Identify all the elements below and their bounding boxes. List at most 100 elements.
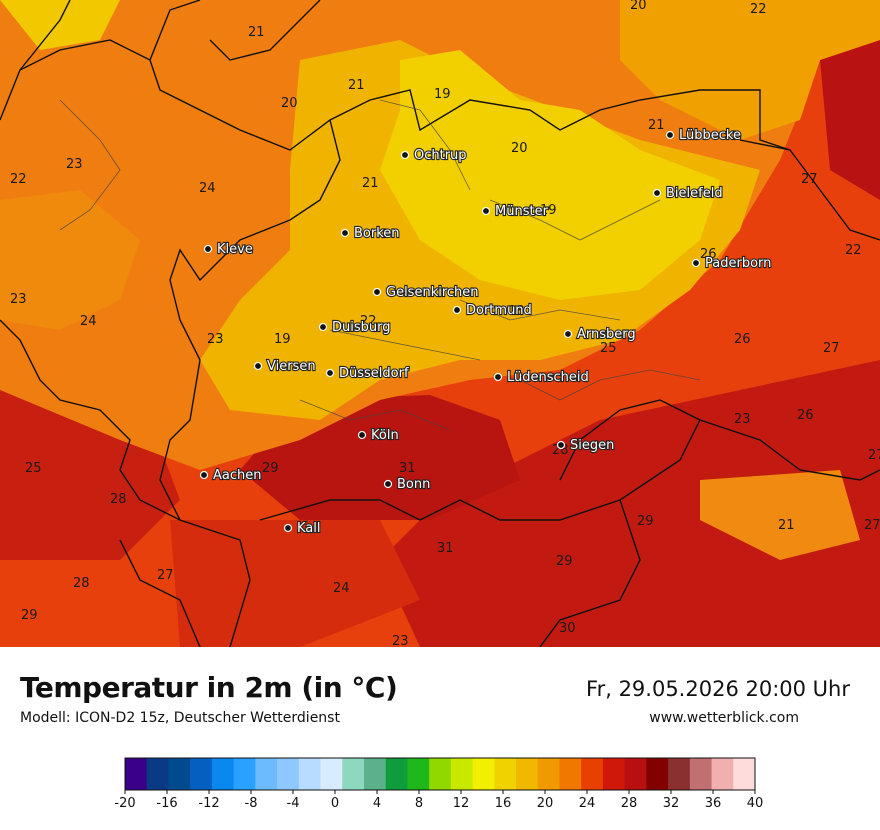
value-label: 23	[207, 332, 224, 347]
city-label: Duisburg	[332, 320, 391, 335]
value-label: 23	[392, 634, 409, 647]
value-label: 21	[248, 25, 265, 40]
map-canvas: 20 22 21 21 20 19 21 20 23 22 24 21 19 2…	[0, 0, 880, 647]
legend-tick-label: 8	[415, 796, 423, 811]
city-label: Arnsberg	[577, 327, 636, 342]
website-link[interactable]: www.wetterblick.com	[649, 710, 799, 726]
city-dortmund[interactable]: Dortmund	[452, 302, 533, 319]
city-duisburg[interactable]: Duisburg	[318, 319, 392, 336]
city-kleve[interactable]: Kleve	[203, 241, 254, 258]
city-label: Aachen	[213, 468, 261, 483]
legend-tick-label: 36	[705, 796, 722, 811]
legend-tick-label: -4	[287, 796, 300, 811]
legend-tick-label: 12	[453, 796, 470, 811]
value-label: 25	[25, 461, 42, 476]
city-aachen[interactable]: Aachen	[199, 467, 263, 484]
legend-swatch	[385, 758, 408, 790]
legend-tick-label: -20	[114, 796, 135, 811]
city-label: Düsseldorf	[339, 366, 409, 381]
city-label: Borken	[354, 226, 400, 241]
legend-tick-label: 4	[373, 796, 381, 811]
value-label: 26	[700, 247, 717, 262]
value-label: 27	[823, 341, 840, 356]
value-label: 21	[348, 78, 365, 93]
value-label: 24	[333, 581, 350, 596]
legend-swatch	[689, 758, 712, 790]
value-label: 21	[362, 176, 379, 191]
legend-swatch	[624, 758, 647, 790]
city-gelsenkirchen[interactable]: Gelsenkirchen	[372, 284, 480, 301]
city-label: Ochtrup	[414, 148, 467, 163]
city-duesseldorf[interactable]: Düsseldorf	[325, 365, 410, 382]
legend-swatches	[124, 757, 756, 791]
temp-zone-hot-south	[380, 360, 880, 647]
temp-zone-orange-west	[0, 190, 140, 330]
city-label: Lübbecke	[679, 128, 741, 143]
value-label: 31	[399, 461, 416, 476]
legend-swatch	[320, 758, 343, 790]
legend-tick-label: -8	[245, 796, 258, 811]
value-label: 22	[10, 172, 27, 187]
legend-swatch	[125, 758, 148, 790]
city-muenster[interactable]: Münster	[481, 203, 550, 220]
value-label: 22	[360, 314, 377, 329]
city-label: Köln	[371, 428, 399, 443]
city-label: Gelsenkirchen	[386, 285, 479, 300]
value-label: 27	[868, 448, 880, 463]
city-label: Lüdenscheid	[507, 370, 589, 385]
value-label: 19	[540, 203, 557, 218]
legend-swatch	[233, 758, 256, 790]
city-siegen[interactable]: Siegen	[556, 437, 615, 454]
legend-tick-label: -16	[156, 796, 177, 811]
legend-swatch	[255, 758, 278, 790]
legend-swatch	[472, 758, 495, 790]
city-arnsberg[interactable]: Arnsberg	[563, 326, 637, 343]
city-luedenscheid[interactable]: Lüdenscheid	[493, 369, 590, 386]
value-label: 31	[437, 541, 454, 556]
city-bonn[interactable]: Bonn	[383, 476, 431, 493]
city-label: Paderborn	[705, 256, 771, 271]
legend-swatch	[559, 758, 582, 790]
legend-swatch	[168, 758, 191, 790]
legend-swatch	[668, 758, 691, 790]
value-label: 21	[778, 518, 795, 533]
value-label: 18	[508, 304, 525, 319]
map-title: Temperatur in 2m (in °C)	[20, 671, 398, 704]
value-label: 20	[281, 96, 298, 111]
value-label: 29	[556, 554, 573, 569]
value-label: 20	[511, 141, 528, 156]
city-borken[interactable]: Borken	[340, 225, 401, 242]
legend-swatch	[733, 758, 756, 790]
value-label: 20	[630, 0, 647, 13]
value-label: 27	[801, 172, 818, 187]
legend-tick-label: 24	[579, 796, 596, 811]
city-paderborn[interactable]: Paderborn	[691, 255, 772, 272]
value-label: 29	[637, 514, 654, 529]
value-label: 28	[73, 576, 90, 591]
legend-swatch	[646, 758, 669, 790]
value-label: 22	[845, 243, 862, 258]
temp-zone-south-central	[170, 520, 420, 647]
temp-zone-orange-east	[700, 470, 860, 560]
city-bielefeld[interactable]: Bielefeld	[652, 185, 724, 202]
legend-swatch	[429, 758, 452, 790]
legend-swatch	[277, 758, 300, 790]
legend-tick-label: -12	[198, 796, 219, 811]
value-label: 19	[434, 87, 451, 102]
legend-swatch	[711, 758, 734, 790]
legend-frame	[124, 757, 756, 791]
value-label: 19	[274, 332, 291, 347]
city-viersen[interactable]: Viersen	[253, 358, 317, 375]
value-label: 27	[864, 518, 880, 533]
legend-swatch	[146, 758, 169, 790]
value-label: 24	[199, 181, 216, 196]
legend-swatch	[342, 758, 365, 790]
city-koeln[interactable]: Köln	[357, 427, 400, 444]
city-kall[interactable]: Kall	[283, 520, 322, 537]
city-markers: Lübbecke Ochtrup Bielefeld Münster Kleve…	[199, 127, 772, 537]
temp-zone-bright-yellow	[380, 50, 720, 300]
color-legend: -20 -16 -12 -8 -4 0 4 8 12 16 20 24 28 32 36 40	[114, 757, 763, 811]
city-label: Siegen	[570, 438, 614, 453]
city-ochtrup[interactable]: Ochtrup	[400, 147, 468, 164]
city-luebbecke[interactable]: Lübbecke	[665, 127, 742, 144]
